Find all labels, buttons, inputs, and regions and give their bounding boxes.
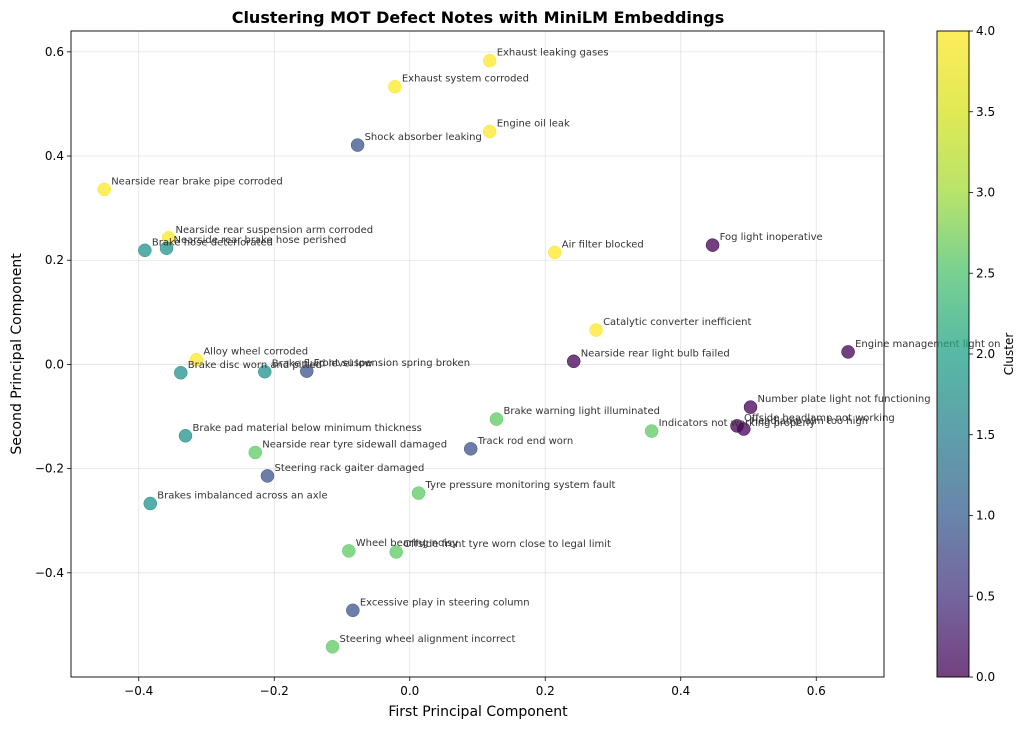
data-point xyxy=(589,323,603,337)
data-point xyxy=(737,422,751,436)
point-label: Brake pad material below minimum thickne… xyxy=(192,423,421,434)
point-label: Air filter blocked xyxy=(562,239,644,250)
point-label: Nearside rear brake pipe corroded xyxy=(111,176,283,187)
colorbar-label: Cluster xyxy=(1002,333,1016,376)
point-label: Brake fluid level low xyxy=(272,359,373,370)
chart-title: Clustering MOT Defect Notes with MiniLM … xyxy=(232,8,725,27)
data-point xyxy=(489,412,504,426)
y-tick-label: 0.4 xyxy=(45,149,64,163)
point-label: Exhaust system corroded xyxy=(402,74,529,85)
point-label: Headlamp aim too high xyxy=(751,416,868,427)
colorbar-tick-label: 3.0 xyxy=(976,186,995,200)
data-point xyxy=(389,545,403,559)
x-tick-label: 0.0 xyxy=(400,684,419,698)
data-point xyxy=(463,442,478,456)
colorbar-tick-label: 2.0 xyxy=(976,347,995,361)
point-label: Number plate light not functioning xyxy=(758,394,931,405)
data-point xyxy=(411,486,426,500)
y-tick-label: 0.0 xyxy=(45,357,64,371)
point-label: Front suspension spring broken xyxy=(314,358,470,369)
point-label: Nearside rear tyre sidewall damaged xyxy=(262,439,447,450)
data-point xyxy=(841,345,855,359)
x-axis: −0.4 −0.2 0.0 0.2 0.4 0.6 xyxy=(124,677,826,698)
data-point xyxy=(178,429,193,443)
point-label: Indicators not working properly xyxy=(659,418,816,429)
data-point xyxy=(325,640,340,654)
colorbar-tick-label: 0.0 xyxy=(976,670,995,684)
colorbar-tick-label: 2.5 xyxy=(976,266,995,280)
data-point xyxy=(342,544,356,558)
point-label: Offside headlamp not working xyxy=(744,413,895,424)
data-point xyxy=(346,603,360,618)
point-label: Nearside rear brake hose perished xyxy=(174,235,347,246)
point-label: Catalytic converter inefficient xyxy=(603,317,751,328)
data-point xyxy=(258,364,272,379)
colorbar-ticks: 0.0 0.5 1.0 1.5 2.0 2.5 3.0 3.5 4.0 xyxy=(969,24,995,684)
colorbar-tick-label: 3.5 xyxy=(976,105,995,119)
point-label: Engine oil leak xyxy=(497,119,570,130)
point-label: Brakes imbalanced across an axle xyxy=(157,491,327,502)
data-point xyxy=(300,364,314,378)
data-point xyxy=(159,241,174,255)
point-label: Shock absorber leaking xyxy=(365,132,482,143)
point-labels: Exhaust leaking gases Exhaust system corr… xyxy=(111,48,1000,645)
y-tick-label: −0.2 xyxy=(35,462,64,476)
data-point xyxy=(143,496,158,511)
grid xyxy=(71,31,884,677)
y-axis-label: Second Principal Component xyxy=(9,253,25,455)
data-point xyxy=(705,238,720,252)
data-point xyxy=(350,138,365,152)
point-label: Offside front tyre worn close to legal l… xyxy=(403,539,611,550)
colorbar-tick-label: 1.0 xyxy=(976,509,995,523)
point-label: Nearside rear suspension arm corroded xyxy=(176,225,374,236)
colorbar: 0.0 0.5 1.0 1.5 2.0 2.5 3.0 3.5 4.0 Cluster xyxy=(936,24,1016,684)
point-label: Steering rack gaiter damaged xyxy=(274,463,424,474)
point-label: Tyre pressure monitoring system fault xyxy=(425,480,616,491)
x-tick-label: −0.4 xyxy=(124,684,153,698)
data-point xyxy=(482,53,497,68)
data-point xyxy=(97,182,111,197)
point-label: Brake hose deteriorated xyxy=(152,237,273,248)
x-axis-label: First Principal Component xyxy=(388,704,568,720)
data-point xyxy=(138,243,152,258)
data-point xyxy=(189,352,204,367)
x-tick-label: 0.6 xyxy=(807,684,826,698)
point-label: Nearside rear light bulb failed xyxy=(581,348,730,359)
data-point xyxy=(566,354,581,369)
point-label: Brake disc worn and pitted xyxy=(188,360,322,371)
x-tick-label: −0.2 xyxy=(260,684,289,698)
data-point xyxy=(644,424,659,438)
point-label: Engine management light on xyxy=(855,339,1000,350)
point-label: Alloy wheel corroded xyxy=(203,347,308,358)
data-point xyxy=(743,400,758,414)
x-tick-label: 0.4 xyxy=(671,684,690,698)
data-point xyxy=(174,366,188,380)
colorbar-tick-label: 1.5 xyxy=(976,428,995,442)
data-point xyxy=(482,124,497,139)
y-tick-label: −0.4 xyxy=(35,566,64,580)
x-tick-label: 0.2 xyxy=(536,684,555,698)
colorbar-gradient xyxy=(937,31,969,677)
data-point xyxy=(260,469,275,483)
colorbar-tick-label: 0.5 xyxy=(976,589,995,603)
point-label: Exhaust leaking gases xyxy=(497,48,609,59)
data-points xyxy=(97,53,855,654)
point-label: Fog light inoperative xyxy=(720,232,823,243)
plot-frame xyxy=(70,30,885,678)
data-point xyxy=(547,245,562,260)
data-point xyxy=(248,445,263,460)
point-label: Wheel bearing noisy xyxy=(356,538,458,549)
y-tick-label: 0.6 xyxy=(45,45,64,59)
point-label: Steering wheel alignment incorrect xyxy=(340,634,516,645)
data-point xyxy=(388,79,402,94)
y-tick-label: 0.2 xyxy=(45,253,64,267)
y-axis: −0.4 −0.2 0.0 0.2 0.4 0.6 xyxy=(35,45,71,580)
point-label: Brake warning light illuminated xyxy=(503,406,660,417)
point-label: Track rod end worn xyxy=(477,436,573,447)
colorbar-tick-label: 4.0 xyxy=(976,24,995,38)
point-label: Excessive play in steering column xyxy=(360,597,530,608)
